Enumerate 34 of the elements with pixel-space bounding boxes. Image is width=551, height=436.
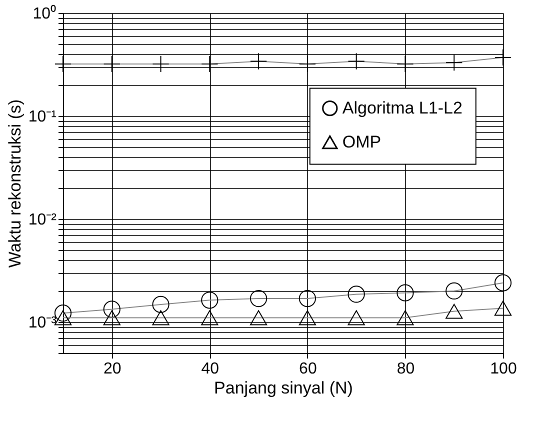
point [250,290,268,308]
point [201,292,218,309]
point [348,52,365,70]
y-tick-label: 10⁰ [32,4,56,22]
point [298,310,316,326]
point [494,300,512,316]
point [152,310,170,326]
point [446,282,463,300]
x-tick-label: 40 [201,360,220,378]
point [152,296,170,314]
y-tick-label: 10⁻² [28,211,58,228]
legend-label: Algoritma L1-L2 [342,98,462,118]
point [494,274,512,292]
point [201,310,218,326]
point [396,284,414,302]
point [103,310,120,326]
point [446,54,463,72]
y-axis-title: Waktu rekonstruksi (s) [5,99,24,268]
x-tick-label: 60 [299,360,317,378]
y-tick-label: 10⁻¹ [28,108,56,126]
point [103,300,120,318]
x-tick-label: 100 [490,360,517,378]
legend-label: OMP [342,132,382,152]
point [396,310,414,326]
point [446,304,463,319]
x-axis-title: Panjang sinyal (N) [214,378,353,398]
point [348,286,365,303]
x-tick-label: 80 [396,360,415,378]
point [250,52,268,70]
y-tick-label: 10⁻³ [28,314,58,332]
point [250,310,268,326]
point [348,310,365,326]
point [298,290,316,308]
x-tick-label: 20 [103,360,122,378]
